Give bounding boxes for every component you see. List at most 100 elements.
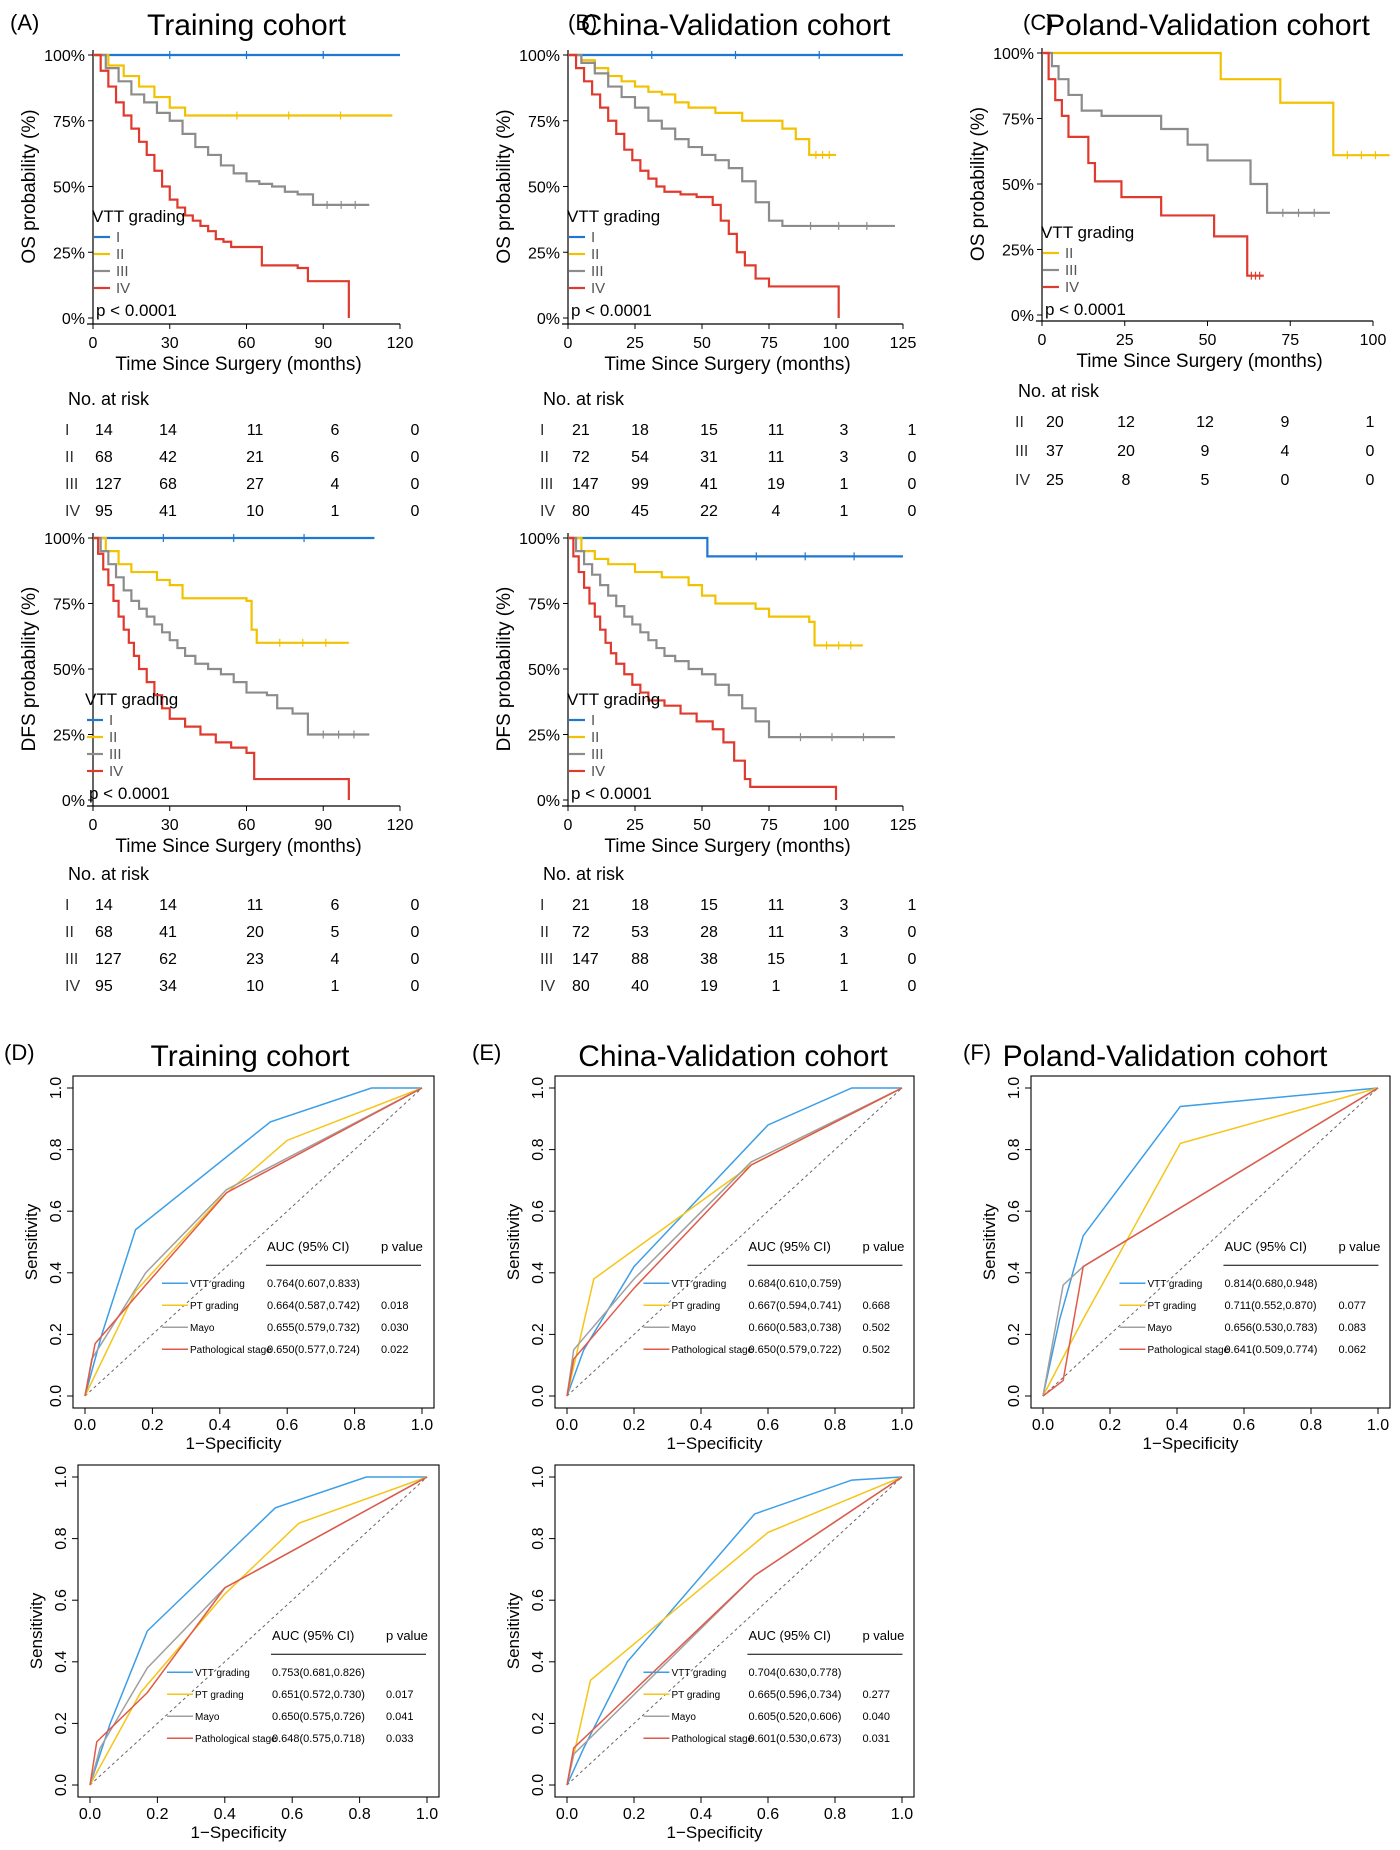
x-tick-label: 0 xyxy=(1038,332,1047,349)
roc-panel-F_roc: (F) Poland-Validation cohort 0.0 0.0 0.2 0.2 0… xyxy=(963,1040,1391,1453)
p-value: 0.033 xyxy=(386,1733,414,1745)
risk-cell: 68 xyxy=(159,476,177,493)
km-curve-II xyxy=(568,536,863,647)
auc-header: AUC (95% CI) xyxy=(267,1239,349,1254)
p-value: 0.502 xyxy=(862,1322,890,1334)
x-axis-label: 1−Specificity xyxy=(667,1434,763,1453)
x-tick-label: 1.0 xyxy=(416,1806,438,1823)
x-tick-label: 0.2 xyxy=(623,1806,645,1823)
x-axis-label: Time Since Surgery (months) xyxy=(115,836,361,857)
y-tick-label: 0.0 xyxy=(48,1385,65,1407)
risk-cell: 72 xyxy=(572,924,590,941)
risk-row-label: I xyxy=(540,422,544,439)
roc-curve-pathological-stage xyxy=(566,1087,903,1397)
x-tick-label: 100 xyxy=(823,335,850,352)
risk-row-label: II xyxy=(65,924,74,941)
risk-cell: 38 xyxy=(700,951,718,968)
x-tick-label: 0.4 xyxy=(209,1417,231,1434)
p-value: 0.668 xyxy=(862,1300,890,1312)
y-tick-label: 0.6 xyxy=(48,1200,65,1222)
roc-curve-vtt-grading xyxy=(1042,1087,1379,1397)
method-label: Pathological stage xyxy=(1147,1345,1229,1356)
x-tick-label: 75 xyxy=(760,817,778,834)
chart-title: Training cohort xyxy=(147,9,347,42)
y-tick-label: 0.2 xyxy=(53,1712,70,1734)
y-tick-label: 75% xyxy=(528,114,560,131)
p-value: p < 0.0001 xyxy=(1045,300,1126,319)
y-tick-label: 0.2 xyxy=(48,1323,65,1345)
km-curve-II xyxy=(93,536,349,644)
risk-cell: 72 xyxy=(572,449,590,466)
legend-label-II: II xyxy=(591,246,599,263)
method-label: Pathological stage xyxy=(195,1734,277,1745)
x-tick-label: 0.0 xyxy=(74,1417,96,1434)
y-tick-label: 50% xyxy=(1002,177,1034,194)
reference-diagonal xyxy=(566,1476,903,1786)
x-tick-label: 0.8 xyxy=(824,1417,846,1434)
risk-cell: 53 xyxy=(631,924,649,941)
y-tick-label: 0.0 xyxy=(530,1385,547,1407)
risk-row-label: III xyxy=(65,951,78,968)
plot-frame xyxy=(554,1464,915,1798)
auc-value: 0.684(0.610,0.759) xyxy=(748,1278,841,1290)
risk-cell: 0 xyxy=(411,449,420,466)
risk-cell: 127 xyxy=(95,476,122,493)
risk-cell: 14 xyxy=(159,422,177,439)
method-label: PT grading xyxy=(190,1301,239,1312)
y-tick-label: 0.4 xyxy=(530,1262,547,1284)
risk-cell: 5 xyxy=(1201,472,1210,489)
p-value: 0.277 xyxy=(862,1689,890,1701)
y-tick-label: 0.6 xyxy=(53,1589,70,1611)
legend-label-I: I xyxy=(591,712,595,729)
legend-label-IV: IV xyxy=(1065,279,1079,296)
p-value: 0.041 xyxy=(386,1711,414,1723)
auc-value: 0.660(0.583,0.738) xyxy=(748,1322,841,1334)
y-tick-label: 25% xyxy=(1002,243,1034,260)
risk-cell: 27 xyxy=(246,476,264,493)
x-tick-label: 0.6 xyxy=(757,1417,779,1434)
x-axis-label: Time Since Surgery (months) xyxy=(115,354,361,375)
risk-cell: 11 xyxy=(247,422,264,439)
risk-cell: 0 xyxy=(908,924,917,941)
reference-diagonal xyxy=(1042,1087,1379,1397)
km-curve-III xyxy=(1042,51,1330,214)
risk-cell: 28 xyxy=(700,924,718,941)
x-tick-label: 0.8 xyxy=(343,1417,365,1434)
y-tick-label: 0.4 xyxy=(53,1651,70,1673)
risk-cell: 18 xyxy=(631,897,649,914)
risk-cell: 14 xyxy=(159,897,177,914)
risk-cell: 37 xyxy=(1046,443,1064,460)
y-tick-label: 1.0 xyxy=(530,1466,547,1488)
risk-cell: 0 xyxy=(411,422,420,439)
legend-title: VTT grading xyxy=(567,207,660,226)
x-tick-label: 75 xyxy=(760,335,778,352)
legend-label-II: II xyxy=(591,729,599,746)
legend-label-II: II xyxy=(109,729,117,746)
roc-curve-vtt-grading xyxy=(566,1476,903,1786)
risk-cell: 4 xyxy=(331,951,340,968)
auc-header: AUC (95% CI) xyxy=(748,1239,830,1254)
reference-diagonal xyxy=(84,1087,423,1397)
panel-label: (E) xyxy=(472,1040,501,1065)
roc-curve-pathological-stage xyxy=(566,1476,903,1786)
method-label: Pathological stage xyxy=(671,1734,753,1745)
risk-cell: 1 xyxy=(840,978,849,995)
y-tick-label: 0.6 xyxy=(1006,1200,1023,1222)
km-curve-III xyxy=(93,536,370,736)
auc-table: AUC (95% CI) p value VTT grading 0.684(0.61… xyxy=(643,1239,904,1356)
roc-panel-E_roc: (E) China-Validation cohort 0.0 0.0 0.2 0.2 0.… xyxy=(472,1040,915,1453)
legend-label-III: III xyxy=(116,263,129,280)
x-axis-label: 1−Specificity xyxy=(191,1823,287,1842)
x-axis-label: Time Since Surgery (months) xyxy=(604,354,850,375)
risk-cell: 11 xyxy=(768,449,785,466)
auc-value: 0.648(0.575,0.718) xyxy=(272,1733,365,1745)
risk-row-label: IV xyxy=(540,503,555,520)
risk-cell: 41 xyxy=(159,924,177,941)
risk-cell: 15 xyxy=(700,897,718,914)
y-tick-label: 25% xyxy=(53,245,85,262)
plot-frame xyxy=(554,1075,915,1409)
km-panel-C_os: (C)Poland-Validation cohort0%25%50%75%10… xyxy=(968,9,1390,489)
